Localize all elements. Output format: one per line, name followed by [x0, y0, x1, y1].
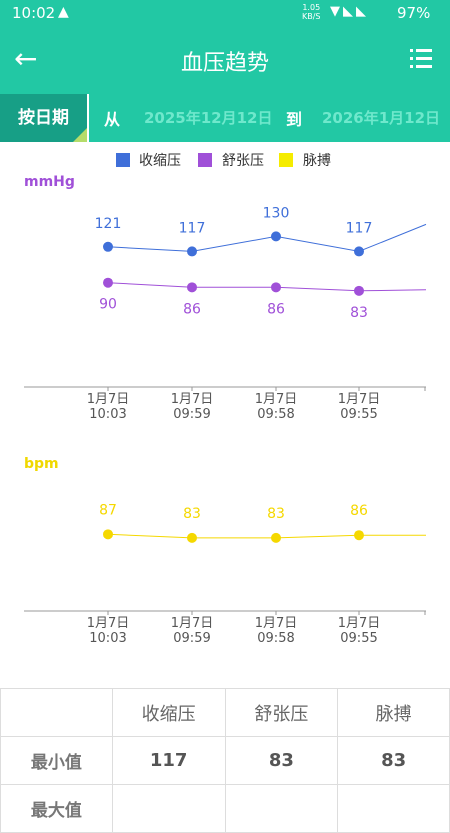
network-speed: 1.05 KB/S [302, 3, 321, 21]
warning-icon: ▲ [58, 4, 69, 20]
table-cell: 117 [111, 736, 226, 785]
status-bar: 10:02 ▲ 1.05 KB/S ▼◣◣ 97% [0, 0, 450, 26]
x-tick-label: 09:55 [340, 631, 377, 646]
from-label: 从 [104, 110, 121, 129]
data-point [354, 246, 364, 257]
x-tick-label: 1月7日 [171, 616, 214, 631]
data-label: 90 [99, 297, 117, 313]
data-point [271, 282, 281, 293]
legend-label-pulse: 脉搏 [303, 153, 331, 169]
data-point [354, 530, 364, 541]
data-label: 83 [267, 506, 285, 522]
from-date-picker[interactable]: 2025年12月12日 [144, 109, 273, 127]
x-tick-label: 1月7日 [255, 392, 298, 407]
table-header-cell: 收缩压 [111, 688, 226, 737]
pulse-unit-label: bpm [24, 456, 59, 472]
stats-table: 收缩压 舒张压 脉搏 最小值 117 83 83 最大值 [0, 688, 450, 833]
data-point [103, 529, 113, 540]
data-label: 117 [179, 220, 206, 236]
x-tick-label: 1月7日 [255, 616, 298, 631]
data-label: 86 [183, 301, 201, 317]
data-point [103, 277, 113, 288]
table-header-cell: 脉搏 [337, 688, 450, 737]
series-line [107, 282, 427, 292]
data-point [187, 282, 197, 293]
chart-legend: 收缩压 舒张压 脉搏 [0, 150, 450, 172]
data-label: 117 [346, 220, 373, 236]
status-time: 10:02 [12, 4, 56, 22]
to-label: 到 [286, 110, 303, 129]
data-point [271, 532, 281, 543]
to-date-picker[interactable]: 2026年1月12日 [322, 109, 441, 127]
table-header-cell: 舒张压 [224, 688, 339, 737]
legend-swatch-systolic [116, 153, 130, 167]
data-label: 83 [183, 506, 201, 522]
data-label: 83 [350, 305, 368, 321]
legend-swatch-diastolic [198, 153, 212, 167]
divider [87, 94, 89, 142]
x-tick-label: 1月7日 [87, 392, 130, 407]
x-tick-label: 09:59 [173, 407, 210, 422]
bp-unit-label: mmHg [24, 174, 75, 190]
x-tick-label: 09:55 [340, 407, 377, 422]
table-row: 最小值 117 83 83 [0, 736, 450, 785]
date-filter-bar: 按日期 从 2025年12月12日 到 2026年1月12日 [0, 94, 450, 142]
table-cell [337, 784, 450, 833]
table-cell [224, 784, 339, 833]
x-tick-label: 1月7日 [87, 616, 130, 631]
table-header-row: 收缩压 舒张压 脉搏 [0, 688, 450, 737]
data-label: 121 [95, 216, 122, 232]
app-bar: ← 血压趋势 [0, 26, 450, 94]
data-label: 130 [263, 205, 290, 221]
legend-swatch-pulse [279, 153, 293, 167]
table-row: 最大值 [0, 784, 450, 833]
legend-label-diastolic: 舒张压 [222, 153, 264, 169]
x-tick-label: 1月7日 [338, 392, 381, 407]
battery-level: 97% [397, 4, 431, 22]
list-menu-icon[interactable] [404, 44, 438, 74]
legend-label-systolic: 收缩压 [139, 153, 181, 169]
corner-indicator [73, 128, 87, 142]
table-cell: 最大值 [0, 784, 113, 833]
x-tick-label: 10:03 [89, 631, 126, 646]
data-label: 87 [99, 502, 117, 518]
back-arrow-icon[interactable]: ← [14, 42, 38, 75]
x-tick-label: 1月7日 [171, 392, 214, 407]
table-cell: 最小值 [0, 736, 113, 785]
x-tick-label: 1月7日 [338, 616, 381, 631]
data-point [187, 532, 197, 543]
x-tick-label: 10:03 [89, 407, 126, 422]
data-point [271, 231, 281, 242]
by-date-tab[interactable]: 按日期 [0, 94, 87, 142]
data-point [103, 241, 113, 252]
x-tick-label: 09:58 [257, 407, 294, 422]
x-tick-label: 09:58 [257, 631, 294, 646]
x-tick-label: 09:59 [173, 631, 210, 646]
series-line [107, 223, 427, 252]
table-cell: 83 [337, 736, 450, 785]
table-cell [111, 784, 226, 833]
table-cell: 83 [224, 736, 339, 785]
table-header-cell [0, 688, 113, 737]
series-line [107, 533, 426, 539]
page-title: 血压趋势 [180, 51, 269, 76]
data-label: 86 [350, 503, 368, 519]
signal-icons: ▼◣◣ [330, 4, 369, 19]
data-point [187, 246, 197, 257]
data-label: 86 [267, 301, 285, 317]
data-point [354, 285, 364, 296]
